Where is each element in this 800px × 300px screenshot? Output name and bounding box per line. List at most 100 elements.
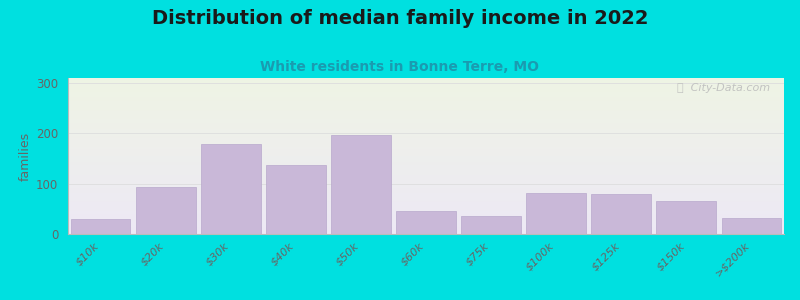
Bar [68,140,784,141]
Bar [68,182,784,183]
Bar [68,83,784,84]
Bar [68,147,784,148]
Bar [68,128,784,129]
Bar [68,152,784,153]
Bar [68,227,784,228]
Bar [70,219,130,234]
Bar [68,126,784,127]
Bar [68,86,784,87]
Bar [68,207,784,208]
Bar [68,85,784,86]
Bar [68,123,784,124]
Bar [68,157,784,158]
Bar [68,225,784,226]
Bar [68,139,784,140]
Bar [68,223,784,224]
Bar [68,219,784,220]
Bar [68,196,784,197]
Bar [68,124,784,125]
Bar [68,170,784,171]
Bar [201,144,261,234]
Bar [68,189,784,190]
Bar [68,104,784,105]
Bar [331,135,391,234]
Bar [68,173,784,174]
Bar [68,136,784,137]
Bar [68,191,784,192]
Bar [68,216,784,217]
Bar [68,177,784,178]
Bar [68,118,784,119]
Bar [68,195,784,196]
Bar [68,108,784,109]
Bar [68,190,784,191]
Bar [68,185,784,186]
Bar [68,80,784,81]
Text: Distribution of median family income in 2022: Distribution of median family income in … [152,9,648,28]
Bar [68,215,784,216]
Bar [68,113,784,114]
Bar [68,137,784,138]
Bar [68,232,784,233]
Bar [68,175,784,176]
Bar [68,220,784,221]
Bar [722,218,782,234]
Text: White residents in Bonne Terre, MO: White residents in Bonne Terre, MO [261,60,539,74]
Bar [68,160,784,161]
Bar [68,171,784,172]
Bar [68,110,784,111]
Bar [68,214,784,215]
Bar [68,134,784,135]
Bar [68,204,784,205]
Bar [68,231,784,232]
Bar [68,81,784,82]
Bar [68,115,784,116]
Bar [68,111,784,112]
Bar [68,114,784,115]
Bar [68,206,784,207]
Bar [591,194,651,234]
Bar [68,226,784,227]
Bar [68,142,784,143]
Bar [68,168,784,169]
Bar [68,203,784,204]
Bar [68,233,784,234]
Y-axis label: families: families [19,131,32,181]
Bar [68,121,784,122]
Bar [68,102,784,103]
Bar [68,159,784,160]
Bar [68,96,784,97]
Bar [68,97,784,98]
Bar [68,153,784,154]
Bar [68,218,784,219]
Bar [136,187,195,234]
Bar [68,211,784,212]
Bar [68,174,784,175]
Bar [68,107,784,108]
Bar [68,156,784,157]
Bar [68,221,784,222]
Bar [68,130,784,131]
Bar [68,151,784,152]
Bar [68,89,784,90]
Bar [68,193,784,194]
Bar [68,181,784,182]
Bar [68,167,784,168]
Bar [68,94,784,95]
Bar [68,93,784,94]
Bar [68,217,784,218]
Bar [68,116,784,117]
Bar [68,100,784,101]
Bar [68,154,784,155]
Bar [68,198,784,199]
Bar [266,165,326,234]
Bar [68,109,784,110]
Bar [68,161,784,162]
Bar [68,186,784,187]
Bar [68,187,784,188]
Bar [68,199,784,200]
Bar [68,164,784,165]
Bar [68,148,784,149]
Bar [526,193,586,234]
Bar [68,117,784,118]
